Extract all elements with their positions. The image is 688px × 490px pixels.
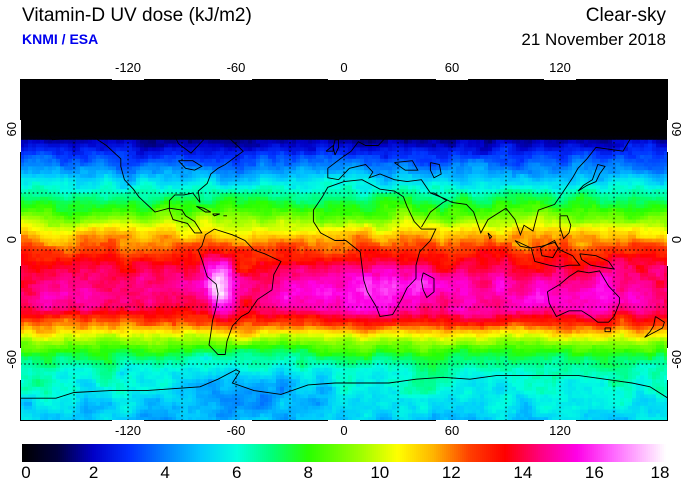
colorbar-tick-16: 16 [584, 463, 604, 482]
colorbar-ticklabels: 0 2 4 6 8 10 12 14 16 18 [0, 463, 688, 487]
sky-condition-label: Clear-sky [585, 5, 666, 26]
xtick-top-60: 60 [444, 60, 460, 75]
institute-credit: KNMI / ESA [22, 31, 99, 47]
colorbar-tick-6: 6 [231, 463, 242, 482]
xtick-top-0: 0 [340, 60, 348, 75]
ytick-right--60: -60 [669, 350, 684, 369]
ytick-left-0: 0 [4, 236, 19, 244]
colorbar-tick-0: 0 [21, 463, 31, 482]
date-label: 21 November 2018 [521, 30, 666, 49]
page-title: Vitamin-D UV dose (kJ/m2) [22, 5, 252, 26]
ytick-left-60: 60 [4, 122, 19, 137]
colorbar-tick-12: 12 [441, 463, 461, 482]
colorbar-tick-4: 4 [160, 463, 170, 482]
colorbar-tick-18: 18 [650, 463, 670, 482]
ytick-right-60: 60 [669, 122, 684, 137]
figure-header: Vitamin-D UV dose (kJ/m2) KNMI / ESA Cle… [0, 0, 688, 56]
xtick-bottom-0: 0 [340, 423, 348, 438]
plot-frame [20, 79, 668, 421]
colorbar [22, 444, 666, 462]
xtick-bottom-120: 120 [549, 423, 571, 438]
xtick-top--120: -120 [114, 60, 142, 75]
ytick-right-0: 0 [669, 236, 684, 244]
xtick-bottom--60: -60 [226, 423, 246, 438]
colorbar-tick-10: 10 [370, 463, 390, 482]
xtick-bottom--120: -120 [114, 423, 142, 438]
colorbar-gradient [22, 444, 666, 462]
map-plot [19, 78, 669, 422]
xtick-bottom-60: 60 [444, 423, 460, 438]
xtick-top-120: 120 [549, 60, 571, 75]
colorbar-tick-8: 8 [303, 463, 313, 482]
ytick-left--60: -60 [4, 350, 19, 369]
colorbar-tick-2: 2 [88, 463, 99, 482]
colorbar-tick-14: 14 [513, 463, 533, 482]
uv-dose-heatmap [20, 79, 668, 421]
xtick-top--60: -60 [226, 60, 246, 75]
